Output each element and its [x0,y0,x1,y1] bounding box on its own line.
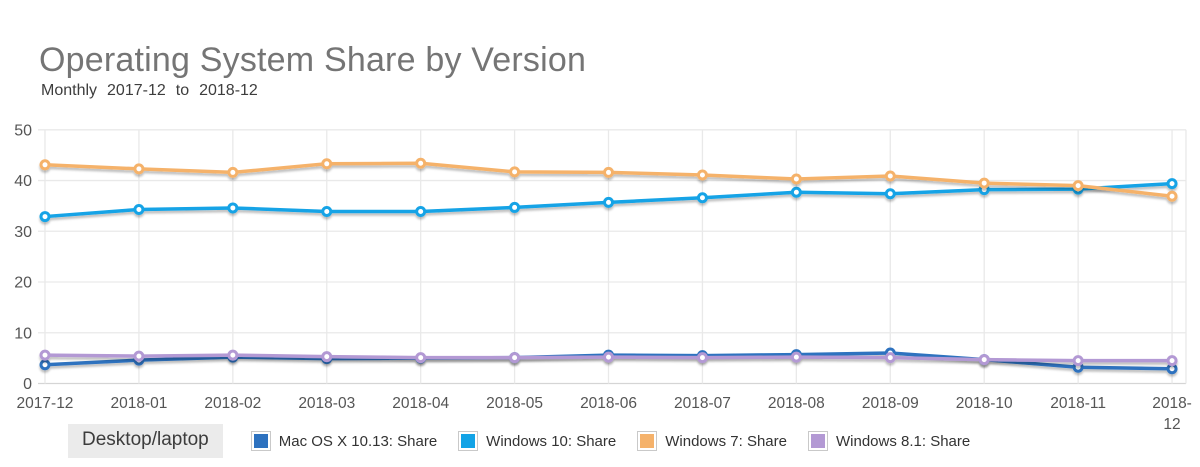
y-axis-tick-label: 50 [14,122,32,139]
subtitle-to-word: to [175,82,190,99]
data-point-marker-windows-7-share[interactable] [509,166,521,178]
x-axis-tick-label: 2018-01 [110,395,167,412]
legend-label: Mac OS X 10.13: Share [278,432,438,450]
data-point-marker-windows-7-share[interactable] [321,158,333,170]
chart-grid [38,129,1187,385]
x-axis-tick-label: 2018-08 [768,395,825,412]
device-type-tab[interactable]: Desktop/laptop [68,424,223,458]
x-axis-tick-label: 2018-11 [1050,395,1106,412]
series-windows-7-share [39,157,1178,202]
legend-label: Windows 8.1: Share [835,432,971,450]
data-point-marker-windows-8-1-share[interactable] [1166,355,1178,367]
data-point-marker-windows-8-1-share[interactable] [978,354,990,366]
y-axis-tick-label: 40 [14,173,32,190]
legend-item-windows-7-share[interactable]: Windows 7: Share [637,431,787,451]
data-point-marker-windows-10-share[interactable] [509,201,521,213]
data-point-marker-windows-8-1-share[interactable] [227,349,239,361]
x-axis-tick-label: 2018-07 [674,395,731,412]
data-point-marker-windows-8-1-share[interactable] [696,352,708,364]
data-point-marker-windows-10-share[interactable] [884,188,896,200]
page-title: Operating System Share by Version [39,40,587,79]
legend-swatch-icon [250,431,271,451]
data-point-marker-windows-8-1-share[interactable] [321,351,333,363]
legend-label: Windows 10: Share [486,432,617,450]
data-point-marker-windows-10-share[interactable] [696,192,708,204]
data-point-marker-windows-7-share[interactable] [1072,180,1084,192]
legend-bar: Desktop/laptop Mac OS X 10.13: Share Wind… [0,423,1200,459]
data-point-marker-windows-10-share[interactable] [603,196,615,208]
data-point-marker-windows-7-share[interactable] [39,159,51,171]
data-point-marker-windows-8-1-share[interactable] [1072,355,1084,367]
x-axis-tick-label: 12 [1163,416,1180,433]
legend-swatch-icon [637,431,658,451]
x-axis-tick-label: 2018-04 [392,395,449,412]
data-point-marker-windows-7-share[interactable] [696,169,708,181]
legend-label: Windows 7: Share [665,432,787,450]
y-axis-tick-label: 10 [14,325,32,342]
subtitle-to-date: 2018-12 [199,82,258,99]
y-axis-tick-label: 0 [23,376,32,393]
data-point-marker-windows-7-share[interactable] [1166,190,1178,202]
data-point-marker-windows-7-share[interactable] [603,166,615,178]
data-point-marker-windows-7-share[interactable] [133,163,145,175]
chart-subtitle: Monthly 2017-12 to 2018-12 [41,82,268,100]
data-point-marker-windows-8-1-share[interactable] [415,352,427,364]
legend-swatch-icon [807,431,828,451]
legend-item-mac-os-x-10-13-share[interactable]: Mac OS X 10.13: Share [250,431,438,451]
x-axis-tick-label: 2018-02 [204,395,261,412]
data-point-marker-windows-10-share[interactable] [39,211,51,223]
subtitle-frequency: Monthly [41,82,98,99]
legend-item-windows-10-share[interactable]: Windows 10: Share [458,431,616,451]
chart-axis-labels: 0 10 20 30 40 50 2017-12 2018-01 2018-02 2018-03 2… [14,122,1192,433]
series-windows-8-1-share [39,349,1178,367]
legend-swatch-icon [458,431,479,451]
data-point-marker-windows-10-share[interactable] [133,203,145,215]
data-point-marker-windows-8-1-share[interactable] [509,352,521,364]
x-axis-tick-label: 2018-10 [956,395,1013,412]
data-point-marker-windows-7-share[interactable] [978,177,990,189]
legend-item-windows-8-1-share[interactable]: Windows 8.1: Share [807,431,971,451]
data-point-marker-windows-8-1-share[interactable] [133,350,145,362]
chart-series [39,157,1178,375]
data-point-marker-windows-7-share[interactable] [884,170,896,182]
data-point-marker-windows-10-share[interactable] [1166,178,1178,190]
data-point-marker-windows-10-share[interactable] [227,202,239,214]
x-axis-tick-label: 2017-12 [17,395,74,412]
chart-legend: Mac OS X 10.13: Share Windows 10: Share Wi… [250,431,971,451]
data-point-marker-windows-10-share[interactable] [415,205,427,217]
data-point-marker-windows-7-share[interactable] [790,173,802,185]
y-axis-tick-label: 30 [14,224,32,241]
data-point-marker-windows-8-1-share[interactable] [603,351,615,363]
subtitle-from-date: 2017-12 [107,82,166,99]
data-point-marker-windows-8-1-share[interactable] [39,349,51,361]
x-axis-tick-label: 2018-03 [298,395,355,412]
data-point-marker-windows-8-1-share[interactable] [884,352,896,364]
data-point-marker-windows-10-share[interactable] [321,205,333,217]
data-point-marker-mac-os-x-10-13-share[interactable] [39,359,51,371]
x-axis-tick-label: 2018- [1152,395,1192,412]
data-point-marker-windows-8-1-share[interactable] [790,351,802,363]
data-point-marker-windows-7-share[interactable] [415,157,427,169]
y-axis-tick-label: 20 [14,275,32,292]
x-axis-tick-label: 2018-09 [862,395,919,412]
x-axis-tick-label: 2018-05 [486,395,543,412]
data-point-marker-windows-10-share[interactable] [790,186,802,198]
x-axis-tick-label: 2018-06 [580,395,637,412]
data-point-marker-windows-7-share[interactable] [227,166,239,178]
